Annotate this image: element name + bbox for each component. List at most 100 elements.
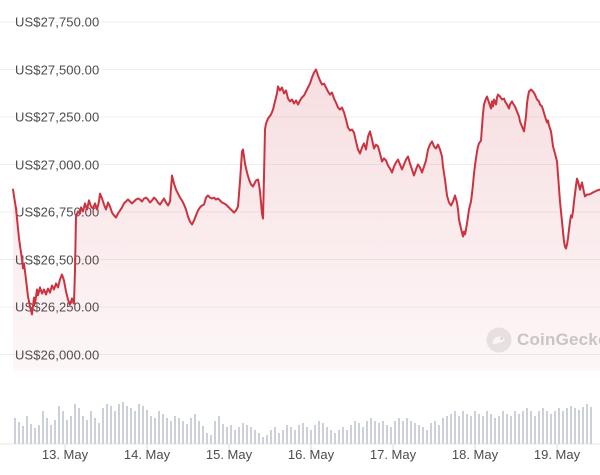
- volume-bar: [514, 411, 516, 444]
- volume-bar: [366, 421, 368, 444]
- volume-bar: [478, 414, 480, 444]
- volume-bar: [358, 423, 360, 444]
- volume-bar: [26, 416, 28, 444]
- volume-bar: [558, 408, 560, 444]
- volume-bar: [474, 411, 476, 444]
- volume-bar: [46, 418, 48, 444]
- volume-bar: [330, 430, 332, 444]
- volume-bar: [222, 424, 224, 444]
- volume-bar: [378, 423, 380, 444]
- volume-bar: [50, 425, 52, 444]
- volume-bar: [310, 430, 312, 444]
- volume-bar: [174, 416, 176, 444]
- x-axis-label: 18. May: [451, 447, 499, 462]
- volume-bar: [218, 416, 220, 444]
- volume-bar: [182, 421, 184, 444]
- volume-bar: [482, 416, 484, 444]
- volume-bar: [198, 421, 200, 444]
- volume-bar: [590, 407, 592, 444]
- volume-bar: [394, 421, 396, 444]
- volume-bar: [166, 418, 168, 444]
- volume-bar: [510, 416, 512, 444]
- volume-bar: [186, 424, 188, 444]
- volume-bar: [110, 406, 112, 444]
- volume-bar: [398, 418, 400, 444]
- volume-bar: [282, 430, 284, 444]
- volume-bar: [290, 427, 292, 444]
- volume-bar: [570, 406, 572, 444]
- volume-bar: [262, 437, 264, 444]
- volume-bar: [402, 421, 404, 444]
- volume-bar: [370, 418, 372, 444]
- volume-bar: [422, 427, 424, 444]
- volume-bar: [14, 418, 16, 444]
- volume-bar: [106, 404, 108, 444]
- volume-bar: [226, 427, 228, 444]
- volume-bar: [154, 418, 156, 444]
- volume-bar: [170, 421, 172, 444]
- volume-bar: [162, 414, 164, 444]
- volume-bar: [178, 418, 180, 444]
- volume-bar: [18, 422, 20, 444]
- volume-bar: [138, 404, 140, 444]
- volume-bar: [322, 423, 324, 444]
- volume-bar: [298, 425, 300, 444]
- volume-bar: [530, 411, 532, 444]
- volume-bar: [346, 430, 348, 444]
- volume-bar: [490, 414, 492, 444]
- volume-bar: [470, 416, 472, 444]
- volume-bar: [418, 425, 420, 444]
- volume-bar: [98, 423, 100, 444]
- volume-bar: [146, 410, 148, 444]
- volume-bar: [522, 411, 524, 444]
- volume-bar: [150, 416, 152, 444]
- volume-bar: [190, 418, 192, 444]
- volume-bar: [94, 418, 96, 444]
- x-axis-label: 19. May: [533, 447, 581, 462]
- volume-bar: [506, 414, 508, 444]
- volume-bar: [574, 408, 576, 444]
- volume-bar: [34, 428, 36, 444]
- volume-bar: [454, 411, 456, 444]
- price-area-fill: [13, 69, 600, 371]
- volume-bar: [38, 425, 40, 444]
- volume-bar: [158, 411, 160, 444]
- volume-bar: [466, 414, 468, 444]
- volume-bar: [546, 411, 548, 444]
- volume-bar: [586, 404, 588, 444]
- volume-bar: [194, 414, 196, 444]
- volume-bar: [118, 404, 120, 444]
- x-axis-label: 16. May: [287, 447, 335, 462]
- volume-bars[interactable]: [14, 402, 592, 444]
- volume-bar: [30, 424, 32, 444]
- volume-bar: [426, 430, 428, 444]
- volume-bar: [582, 407, 584, 444]
- volume-bar: [122, 402, 124, 444]
- volume-bar: [362, 427, 364, 444]
- volume-bar: [502, 411, 504, 444]
- volume-bar: [142, 406, 144, 444]
- volume-bar: [62, 411, 64, 444]
- volume-bar: [486, 411, 488, 444]
- volume-bar: [410, 421, 412, 444]
- volume-bar: [246, 425, 248, 444]
- price-line[interactable]: [12, 68, 600, 316]
- volume-bar: [66, 420, 68, 444]
- volume-bar: [306, 427, 308, 444]
- volume-bar: [242, 423, 244, 444]
- volume-bar: [250, 427, 252, 444]
- y-axis-label: US$27,000.00: [15, 157, 100, 172]
- y-axis-label: US$27,250.00: [15, 109, 100, 125]
- volume-bar: [126, 406, 128, 444]
- volume-bar: [462, 411, 464, 444]
- volume-bar: [206, 433, 208, 444]
- volume-bar: [54, 420, 56, 444]
- volume-bar: [78, 408, 80, 444]
- x-axis-label: 17. May: [369, 447, 417, 462]
- volume-bar: [350, 425, 352, 444]
- volume-bar: [542, 408, 544, 444]
- volume-bar: [442, 418, 444, 444]
- volume-bar: [114, 411, 116, 444]
